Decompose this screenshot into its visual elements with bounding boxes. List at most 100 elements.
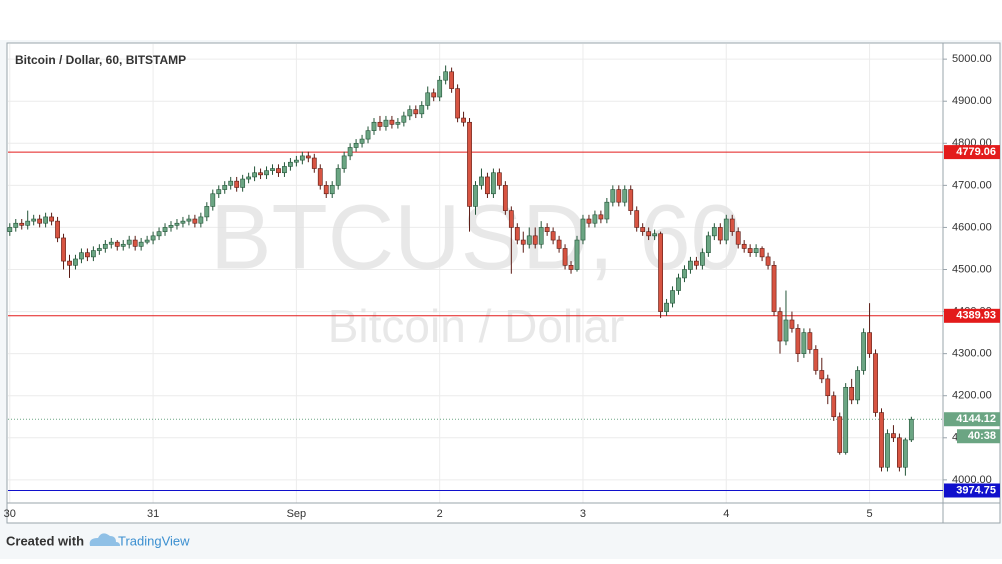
candle-body: [413, 109, 419, 115]
top-bar: [0, 0, 1002, 40]
candle-body: [711, 227, 717, 237]
candle-body: [419, 105, 425, 115]
candle-body: [96, 248, 102, 251]
candle-body: [288, 161, 293, 167]
candle-body: [592, 214, 598, 224]
candle-body: [317, 168, 323, 186]
candle-body: [717, 227, 723, 241]
x-tick-label: 30: [4, 508, 16, 520]
candle-body: [198, 216, 204, 224]
candle-body: [801, 332, 807, 354]
price-level-label-bg: [944, 483, 1000, 498]
x-tick-label: 4: [723, 508, 729, 520]
candle-body: [150, 235, 156, 241]
price-level-label: 3974.75: [956, 484, 996, 496]
footer-brand[interactable]: TradingView: [118, 533, 190, 548]
candle-body: [688, 260, 693, 270]
candle-body: [538, 227, 544, 245]
candle-body: [126, 239, 132, 245]
candle-body: [102, 243, 108, 249]
x-tick-label: 2: [437, 508, 443, 520]
y-tick-label: 4200.00: [952, 390, 992, 402]
candle-body: [246, 176, 252, 180]
candle-body: [586, 218, 592, 224]
candle-body: [311, 157, 317, 169]
x-tick-label: Sep: [287, 508, 307, 520]
candle-body: [699, 252, 705, 266]
candle-body: [705, 235, 711, 253]
candle-body: [389, 119, 395, 125]
candle-body: [502, 185, 508, 211]
candle-body: [765, 256, 771, 266]
candle-body: [67, 260, 72, 266]
candle-body: [664, 302, 669, 312]
y-tick-label: 4900.00: [952, 95, 992, 107]
candle-body: [747, 248, 753, 253]
price-level-label: 4389.93: [956, 310, 996, 322]
candle-body: [759, 248, 765, 258]
candle-body: [359, 138, 365, 144]
candle-body: [347, 147, 353, 157]
countdown-bg: [957, 429, 1000, 444]
candle-body: [407, 109, 413, 117]
candle-body: [85, 252, 90, 258]
candle-body: [783, 319, 789, 342]
candle-body: [544, 227, 550, 232]
y-tick-label: 4500.00: [952, 263, 992, 275]
candle-body: [849, 387, 855, 401]
y-tick-label: 5000.00: [952, 53, 992, 65]
candle-body: [908, 418, 914, 441]
candle-body: [186, 218, 192, 222]
footer-created: Created with: [6, 533, 84, 548]
candle-body: [305, 155, 311, 159]
candle-body: [574, 239, 580, 270]
candle-body: [771, 264, 777, 312]
price-level-label-bg: [944, 145, 1000, 160]
candle-body: [425, 92, 431, 106]
candle-body: [532, 235, 538, 245]
candle-body: [819, 370, 825, 380]
candle-body: [753, 248, 759, 253]
candle-body: [299, 155, 305, 161]
candle-body: [353, 142, 359, 148]
candle-body: [61, 237, 66, 262]
candle-body: [526, 235, 532, 245]
candle-body: [831, 395, 837, 418]
candle-body: [514, 227, 520, 241]
candle-body: [813, 349, 819, 371]
y-tick-label: 4300.00: [952, 348, 992, 360]
candle-body: [204, 206, 210, 218]
candle-body: [520, 239, 526, 245]
candle-body: [282, 166, 287, 174]
candle-body: [867, 332, 872, 354]
candle-body: [449, 71, 455, 89]
y-tick-label: 4000.00: [952, 474, 992, 486]
candle-body: [276, 168, 281, 174]
candle-body: [371, 121, 377, 131]
candle-body: [437, 79, 443, 98]
candle-body: [25, 220, 31, 226]
y-tick-label: 4600.00: [952, 221, 992, 233]
candle-body: [562, 248, 568, 266]
candle-body: [550, 231, 556, 241]
candle-body: [508, 210, 514, 228]
candle-body: [79, 252, 84, 260]
candle-body: [156, 231, 162, 237]
candle-body: [652, 233, 658, 237]
candle-body: [168, 225, 174, 228]
candle-body: [431, 92, 437, 98]
candle-body: [31, 218, 37, 222]
candle-body: [114, 241, 120, 247]
y-tick-label: 4700.00: [952, 179, 992, 191]
candle-body: [329, 185, 335, 195]
candle-body: [580, 218, 586, 241]
candle-body: [568, 264, 574, 270]
candle-body: [132, 239, 138, 247]
candle-body: [108, 241, 114, 245]
candle-body: [479, 176, 484, 186]
candle-body: [13, 222, 19, 228]
candle-body: [252, 172, 257, 178]
candle-body: [682, 269, 687, 279]
candle-body: [694, 260, 699, 266]
